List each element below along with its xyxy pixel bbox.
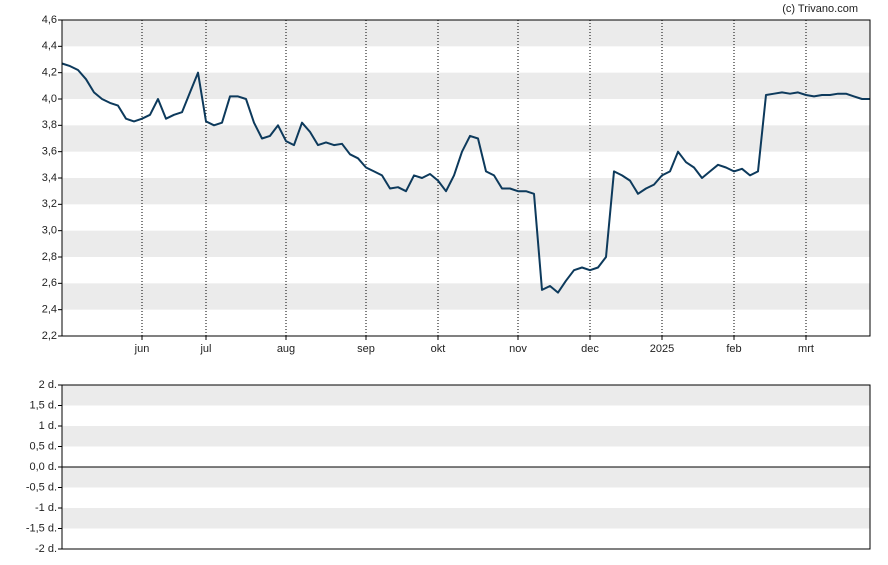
x-tick-label: sep: [357, 343, 375, 355]
y-tick-label: 0,0 d.: [29, 461, 57, 473]
y-tick-label: -0,5 d.: [26, 481, 57, 493]
grid-band: [62, 283, 870, 310]
y-tick-label: 2,8: [42, 251, 57, 263]
y-tick-label: 2,4: [42, 304, 57, 316]
grid-band: [62, 426, 870, 447]
y-tick-label: 4,2: [42, 67, 57, 79]
y-tick-label: 4,6: [42, 14, 57, 26]
x-tick-label: nov: [509, 343, 527, 355]
x-tick-label: dec: [581, 343, 599, 355]
grid-band: [62, 385, 870, 406]
y-tick-label: 3,2: [42, 198, 57, 210]
grid-band: [62, 72, 870, 99]
grid-band: [62, 467, 870, 488]
y-tick-label: 1 d.: [39, 420, 57, 432]
y-tick-label: 4,4: [42, 40, 57, 52]
y-tick-label: -1,5 d.: [26, 522, 57, 534]
plot-frame: [61, 384, 871, 550]
y-tick-label: 3,6: [42, 146, 57, 158]
grid-band: [62, 125, 870, 152]
y-tick-label: 3,4: [42, 172, 57, 184]
x-tick-label: aug: [277, 343, 295, 355]
grid-band: [62, 178, 870, 205]
plot-frame: [61, 19, 871, 337]
grid-band: [62, 508, 870, 529]
x-tick-label: jul: [199, 343, 211, 355]
y-tick-label: -1 d.: [35, 502, 57, 514]
y-tick-label: 2 d.: [39, 379, 57, 391]
x-tick-label: mrt: [798, 343, 814, 355]
y-tick-label: 2,6: [42, 277, 57, 289]
y-tick-label: -2 d.: [35, 543, 57, 555]
x-tick-label: 2025: [650, 343, 674, 355]
price-line: [61, 62, 870, 294]
x-tick-label: feb: [726, 343, 741, 355]
y-tick-label: 3,8: [42, 119, 57, 131]
x-tick-label: okt: [431, 343, 446, 355]
grid-band: [62, 20, 870, 47]
y-tick-label: 0,5 d.: [29, 440, 57, 452]
y-tick-label: 4,0: [42, 93, 57, 105]
credit: (c) Trivano.com: [782, 3, 858, 15]
y-tick-label: 3,0: [42, 225, 57, 237]
y-tick-label: 1,5 d.: [29, 399, 57, 411]
y-tick-label: 2,2: [42, 330, 57, 342]
grid-band: [62, 230, 870, 257]
x-tick-label: jun: [134, 343, 150, 355]
